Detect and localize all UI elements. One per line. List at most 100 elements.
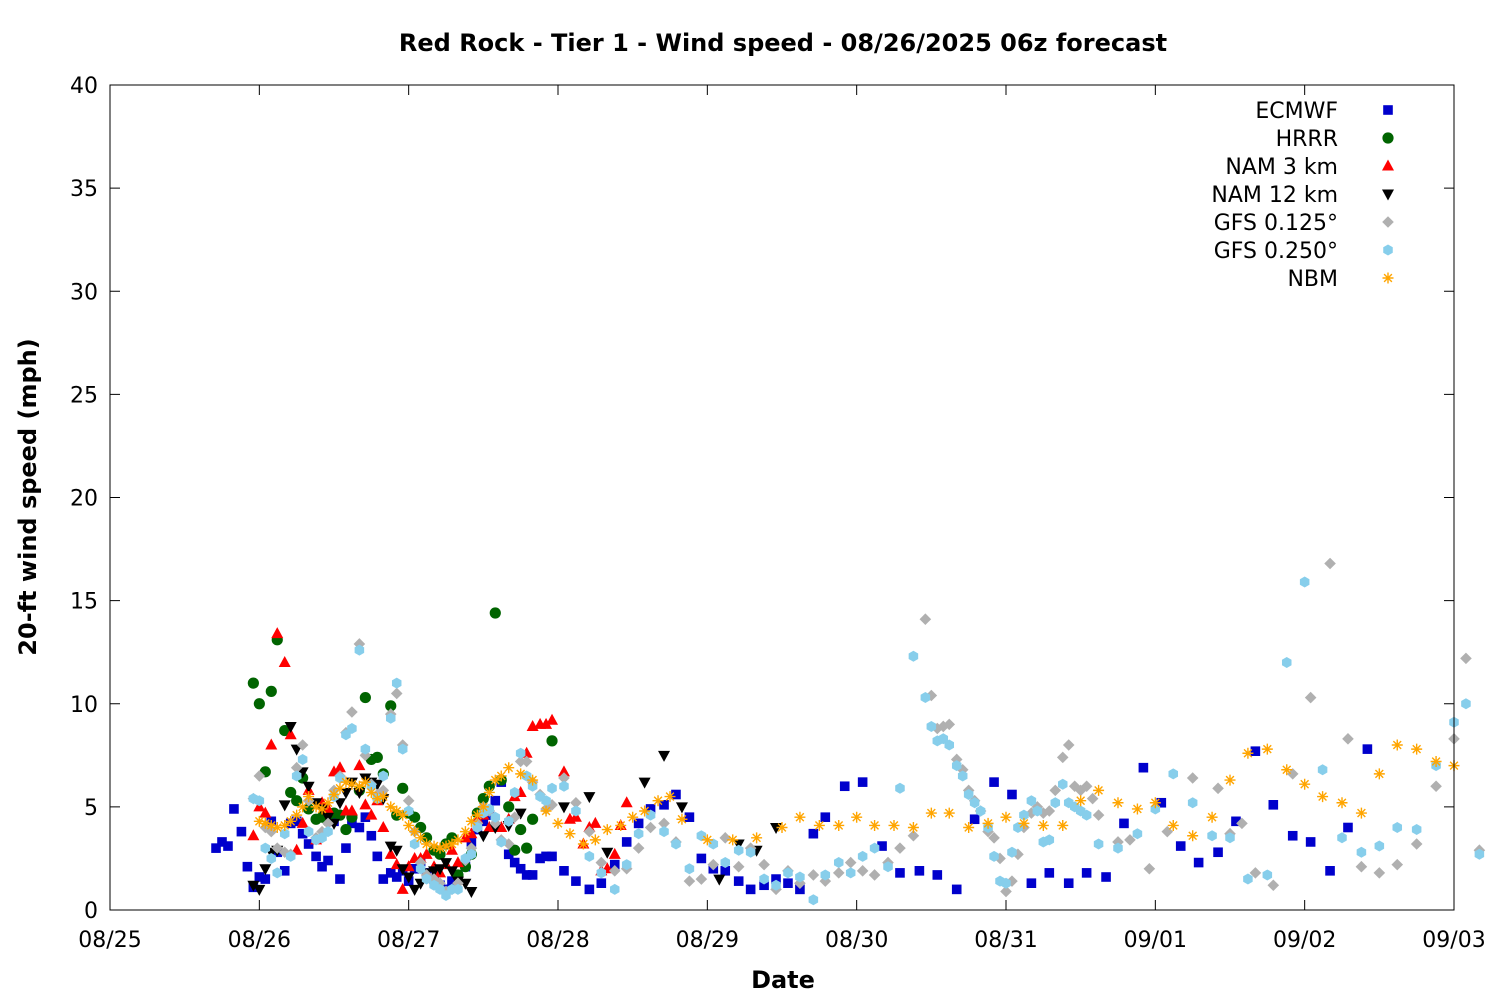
data-point (914, 866, 925, 876)
data-point (1057, 819, 1069, 831)
data-point (260, 874, 271, 884)
data-point (664, 791, 676, 803)
data-point (403, 819, 415, 831)
data-point (253, 698, 265, 710)
data-point (1075, 795, 1087, 807)
data-point (452, 877, 464, 889)
data-point (1019, 809, 1029, 821)
data-point (440, 840, 452, 852)
data-point (1242, 747, 1254, 759)
data-point (808, 894, 819, 906)
data-point (328, 789, 340, 800)
data-point (1305, 837, 1316, 847)
data-point (527, 813, 539, 825)
data-point (1355, 807, 1367, 819)
data-point (452, 834, 464, 846)
data-point (1461, 698, 1471, 710)
data-point (259, 864, 272, 876)
data-point (278, 656, 291, 667)
data-point (291, 770, 302, 782)
data-point (503, 815, 514, 827)
data-point (851, 811, 863, 823)
data-point (1411, 743, 1423, 755)
data-point (571, 876, 581, 886)
data-point (415, 863, 426, 875)
data-point (1299, 778, 1311, 790)
data-point (420, 847, 433, 859)
data-point (1207, 830, 1217, 842)
data-point (1391, 739, 1403, 751)
data-point (509, 857, 520, 868)
data-point (341, 729, 351, 741)
data-point (477, 801, 489, 813)
data-point (253, 815, 265, 827)
data-point (1131, 803, 1143, 815)
data-point (671, 789, 681, 800)
data-point (377, 784, 390, 797)
data-point (515, 747, 526, 759)
data-point (453, 883, 463, 895)
data-point (1112, 836, 1124, 848)
data-point (1063, 878, 1074, 888)
legend-label: HRRR (1276, 127, 1338, 152)
data-point (707, 858, 720, 871)
data-point (1074, 784, 1087, 797)
data-point (732, 860, 745, 873)
data-point (675, 802, 688, 814)
data-point (366, 830, 377, 841)
data-point (477, 831, 490, 843)
data-point (1356, 846, 1367, 858)
data-point (1213, 847, 1223, 858)
data-point (932, 870, 943, 880)
data-point (434, 842, 446, 854)
data-point (783, 878, 793, 888)
data-point (1050, 797, 1061, 809)
data-point (359, 691, 371, 704)
data-point (584, 850, 595, 862)
x-tick-label: 09/01 (1124, 928, 1187, 953)
data-point (621, 837, 632, 847)
data-point (396, 864, 409, 876)
data-point (919, 613, 932, 625)
data-point (845, 867, 856, 879)
data-point (1057, 778, 1068, 790)
chart-title: Red Rock - Tier 1 - Wind speed - 08/26/2… (399, 29, 1167, 57)
data-point (346, 706, 358, 718)
data-point (1132, 828, 1143, 840)
data-point (515, 823, 527, 836)
data-point (1062, 739, 1075, 751)
data-point (397, 743, 408, 755)
data-point (584, 884, 595, 895)
data-point (322, 797, 334, 809)
data-point (1249, 867, 1262, 879)
data-point (483, 786, 495, 798)
data-point (496, 836, 507, 848)
data-point (527, 780, 538, 792)
series-5 (248, 576, 1485, 906)
legend-marker (1382, 216, 1394, 228)
data-point (758, 858, 770, 871)
data-point (347, 818, 357, 829)
x-tick-label: 08/26 (228, 928, 291, 953)
data-point (260, 842, 271, 854)
data-point (503, 801, 515, 813)
legend-marker (1382, 272, 1394, 284)
data-point (963, 789, 974, 800)
data-point (1193, 857, 1204, 868)
data-point (390, 687, 403, 700)
data-point (333, 761, 346, 773)
data-point (360, 743, 371, 755)
data-point (589, 816, 602, 828)
data-point (808, 828, 819, 839)
data-point (284, 728, 297, 740)
data-point (1167, 819, 1179, 831)
data-point (434, 877, 446, 889)
data-point (503, 762, 515, 774)
data-point (638, 777, 651, 789)
data-point (751, 832, 763, 844)
plot-points (211, 557, 1486, 906)
data-point (378, 770, 389, 782)
data-point (883, 861, 893, 873)
